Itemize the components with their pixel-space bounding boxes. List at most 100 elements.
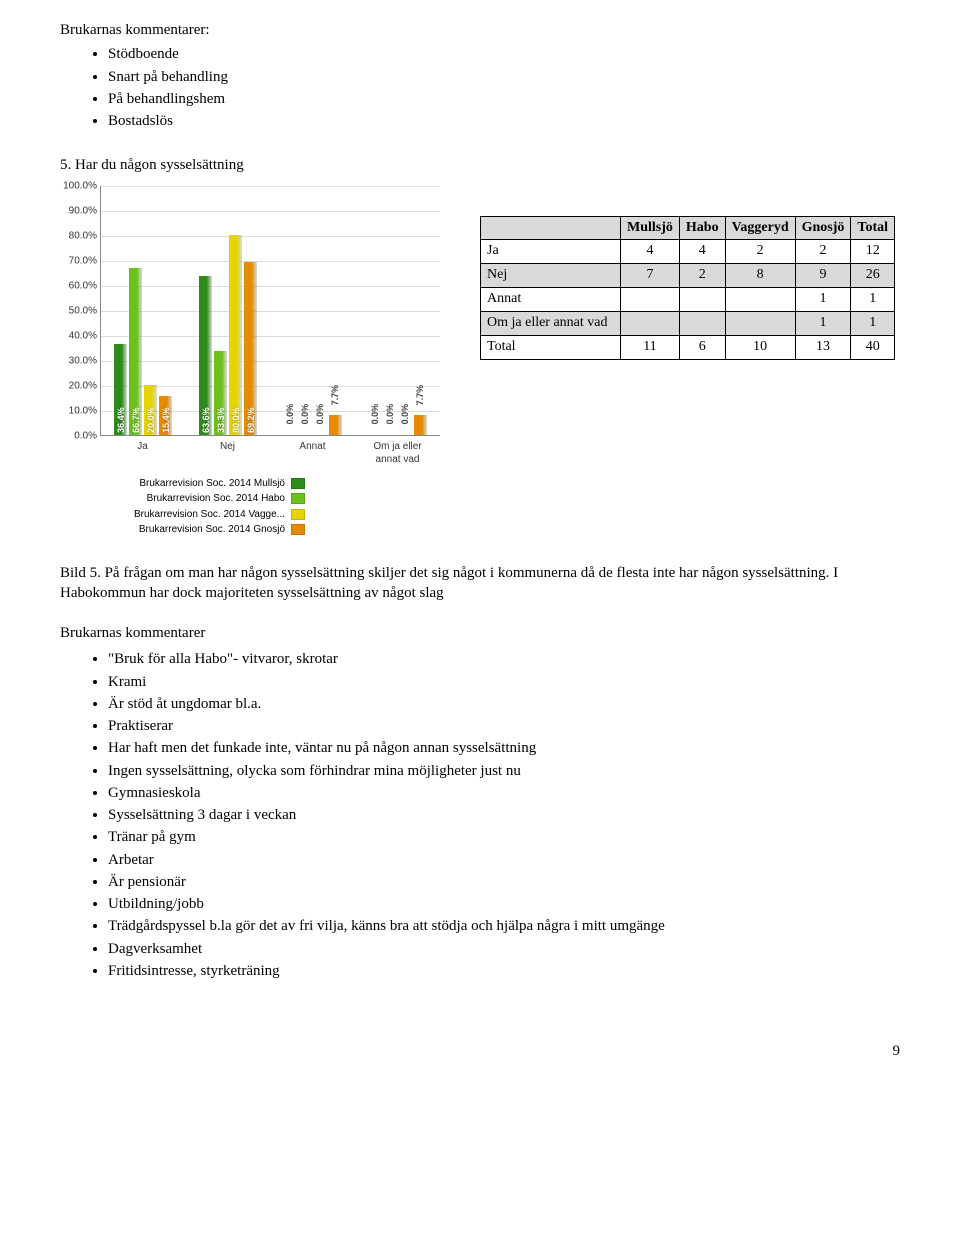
intro-list: Stödboende Snart på behandlingPå behandli…	[108, 44, 900, 131]
chart-y-tick: 60.0%	[55, 279, 97, 293]
chart-bar-value: 0.0%	[284, 404, 296, 425]
chart-bar: 20.0%	[144, 385, 157, 435]
chart-bar: 33.3%	[214, 351, 227, 434]
table-cell	[621, 312, 680, 336]
chart-bar: 66.7%	[129, 268, 142, 435]
chart-y-tick: 90.0%	[55, 204, 97, 218]
chart-bar: 69.2%	[244, 262, 257, 435]
table-row: Nej728926	[481, 264, 895, 288]
table-row-label: Annat	[481, 288, 621, 312]
legend-label: Brukarrevision Soc. 2014 Vagge...	[100, 508, 285, 522]
page-number: 9	[60, 1041, 900, 1061]
chart-bar-value: 80.0%	[230, 408, 242, 434]
legend-label: Brukarrevision Soc. 2014 Habo	[100, 492, 285, 506]
chart-x-label: Annat	[278, 440, 348, 467]
chart-y-tick: 10.0%	[55, 404, 97, 418]
chart-y-tick: 0.0%	[55, 429, 97, 443]
chart-y-tick: 70.0%	[55, 254, 97, 268]
intro-item: Stödboende	[108, 44, 900, 64]
table-cell	[725, 312, 795, 336]
chart-bar-group: 0.0%0.0%0.0%7.7%	[369, 186, 427, 435]
chart-bar-value: 7.7%	[414, 385, 426, 406]
chart-bar-value: 33.3%	[215, 408, 227, 434]
table-cell: 4	[679, 240, 725, 264]
chart-legend: Brukarrevision Soc. 2014 MullsjöBrukarre…	[100, 477, 440, 537]
comment-item: Arbetar	[108, 850, 900, 870]
chart-bar: 80.0%	[229, 235, 242, 435]
chart-bar-group: 36.4%66.7%20.0%15.4%	[114, 186, 172, 435]
legend-swatch	[291, 478, 305, 489]
question-heading: 5. Har du någon sysselsättning	[60, 155, 900, 175]
table-header-cell	[481, 216, 621, 240]
chart-bar-value: 0.0%	[299, 404, 311, 425]
chart-y-tick: 30.0%	[55, 354, 97, 368]
comments-list: "Bruk för alla Habo"- vitvaror, skrotar K…	[108, 649, 900, 981]
comments-title: Brukarnas kommentarer	[60, 623, 900, 643]
chart-bar-group: 63.6%33.3%80.0%69.2%	[199, 186, 257, 435]
table-cell: 2	[795, 240, 851, 264]
table-header-cell: Total	[851, 216, 895, 240]
chart-y-tick: 80.0%	[55, 229, 97, 243]
comment-item: Trädgårdspyssel b.la gör det av fri vilj…	[108, 916, 900, 936]
table-row-label: Total	[481, 335, 621, 359]
table-cell: 13	[795, 335, 851, 359]
intro-item: På behandlingshem	[108, 89, 900, 109]
chart-bar-value: 0.0%	[369, 404, 381, 425]
chart-bar-value: 0.0%	[384, 404, 396, 425]
legend-label: Brukarrevision Soc. 2014 Gnosjö	[100, 523, 285, 537]
chart-bar: 7.7%	[414, 415, 427, 434]
comment-item: Har haft men det funkade inte, väntar nu…	[108, 738, 900, 758]
chart-bar-value: 0.0%	[314, 404, 326, 425]
legend-item: Brukarrevision Soc. 2014 Mullsjö	[100, 477, 440, 491]
table-header-cell: Vaggeryd	[725, 216, 795, 240]
comment-item: Tränar på gym	[108, 827, 900, 847]
table-cell: 10	[725, 335, 795, 359]
table-cell: 12	[851, 240, 895, 264]
chart-y-tick: 50.0%	[55, 304, 97, 318]
chart-bar-group: 0.0%0.0%0.0%7.7%	[284, 186, 342, 435]
comment-item: Sysselsättning 3 dagar i veckan	[108, 805, 900, 825]
legend-swatch	[291, 524, 305, 535]
comment-item: Fritidsintresse, styrketräning	[108, 961, 900, 981]
chart-x-label: Ja	[108, 440, 178, 467]
table-header-cell: Mullsjö	[621, 216, 680, 240]
table-cell	[621, 288, 680, 312]
chart-bar-value: 20.0%	[145, 408, 157, 434]
comment-item: Praktiserar	[108, 716, 900, 736]
comment-item: Är pensionär	[108, 872, 900, 892]
chart-x-labels: JaNejAnnatOm ja eller annat vad	[100, 440, 440, 467]
chart-bar-value: 15.4%	[160, 408, 172, 434]
intro-item: Snart på behandling	[108, 67, 900, 87]
table-cell	[679, 288, 725, 312]
chart-bar-value: 69.2%	[245, 408, 257, 434]
chart-and-table: 0.0%10.0%20.0%30.0%40.0%50.0%60.0%70.0%8…	[60, 186, 900, 539]
chart-bar-value: 36.4%	[115, 408, 127, 434]
chart-bar: 36.4%	[114, 344, 127, 435]
table-cell: 2	[679, 264, 725, 288]
chart-bar-value: 63.6%	[200, 408, 212, 434]
table-row: Total116101340	[481, 335, 895, 359]
table-cell: 2	[725, 240, 795, 264]
comment-item: "Bruk för alla Habo"- vitvaror, skrotar	[108, 649, 900, 669]
chart-bar-value: 7.7%	[329, 385, 341, 406]
legend-item: Brukarrevision Soc. 2014 Habo	[100, 492, 440, 506]
chart-x-label: Om ja eller annat vad	[363, 440, 433, 467]
table-row-label: Nej	[481, 264, 621, 288]
table-row: Om ja eller annat vad11	[481, 312, 895, 336]
table-cell: 8	[725, 264, 795, 288]
table-header-cell: Gnosjö	[795, 216, 851, 240]
comment-item: Gymnasieskola	[108, 783, 900, 803]
table-header-cell: Habo	[679, 216, 725, 240]
table-cell: 1	[795, 288, 851, 312]
table-cell: 26	[851, 264, 895, 288]
chart-y-tick: 100.0%	[55, 179, 97, 193]
table-row-label: Om ja eller annat vad	[481, 312, 621, 336]
chart-bar: 15.4%	[159, 396, 172, 435]
chart-bar: 63.6%	[199, 276, 212, 435]
intro-item: Bostadslös	[108, 111, 900, 131]
comment-item: Krami	[108, 672, 900, 692]
table-cell: 40	[851, 335, 895, 359]
chart-y-tick: 40.0%	[55, 329, 97, 343]
chart-bar-value: 0.0%	[399, 404, 411, 425]
intro-title: Brukarnas kommentarer:	[60, 20, 900, 40]
